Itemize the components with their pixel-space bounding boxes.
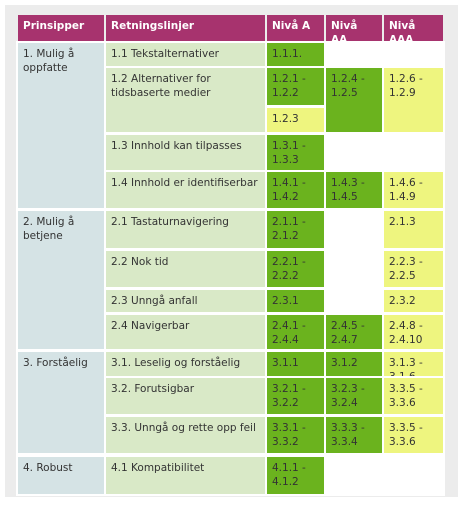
guideline-cell: 2.4 Navigerbar [106, 315, 265, 349]
guideline-cell: 3.1. Leselig og forståelig [106, 352, 265, 376]
principle-cell: 4. Robust [18, 457, 104, 494]
level-cell: 1.4.3 - 1.4.5 [326, 172, 382, 208]
principle-cell: 2. Mulig å betjene [18, 211, 104, 349]
guideline-cell: 2.3 Unngå anfall [106, 290, 265, 312]
level-cell: 2.1.1 - 2.1.2 [267, 211, 324, 248]
guideline-cell: 1.3 Innhold kan tilpasses [106, 135, 265, 170]
header-cell: Nivå A [267, 15, 324, 41]
level-cell: 2.1.3 [384, 211, 443, 248]
level-cell: 2.3.2 [384, 290, 443, 312]
level-cell: 4.1.1 - 4.1.2 [267, 457, 324, 494]
guideline-cell: 2.1 Tastaturnavigering [106, 211, 265, 248]
guideline-cell: 4.1 Kompatibilitet [106, 457, 265, 494]
level-cell: 2.4.8 - 2.4.10 [384, 315, 443, 349]
level-cell: 1.1.1. [267, 43, 324, 66]
level-cell: 2.4.5 - 2.4.7 [326, 315, 382, 349]
header-cell: Retningslinjer [106, 15, 265, 41]
level-cell: 2.2.3 - 2.2.5 [384, 251, 443, 287]
level-cell: 2.4.1 - 2.4.4 [267, 315, 324, 349]
level-cell: 1.2.3 [267, 108, 324, 132]
header-cell: Nivå AAA [384, 15, 443, 41]
guideline-cell: 3.3. Unngå og rette opp feil [106, 417, 265, 453]
guideline-cell: 1.1 Tekstalternativer [106, 43, 265, 66]
level-cell: 1.2.6 - 1.2.9 [384, 68, 443, 132]
level-cell: 2.3.1 [267, 290, 324, 312]
level-cell: 3.3.5 - 3.3.6 [384, 417, 443, 453]
guideline-cell: 2.2 Nok tid [106, 251, 265, 287]
guideline-cell: 3.2. Forutsigbar [106, 378, 265, 414]
level-cell: 1.2.1 - 1.2.2 [267, 68, 324, 105]
level-cell: 3.1.1 [267, 352, 324, 376]
level-cell: 1.2.4 - 1.2.5 [326, 68, 382, 132]
level-cell: 3.2.3 - 3.2.4 [326, 378, 382, 414]
guideline-cell: 1.4 Innhold er identifiserbar [106, 172, 265, 208]
principle-cell: 1. Mulig å oppfatte [18, 43, 104, 208]
level-cell: 3.3.1 - 3.3.2 [267, 417, 324, 453]
level-cell: 3.3.5 - 3.3.6 [384, 378, 443, 414]
level-cell: 1.4.6 - 1.4.9 [384, 172, 443, 208]
level-cell: 1.4.1 - 1.4.2 [267, 172, 324, 208]
level-cell: 3.1.3 - 3.1.6 [384, 352, 443, 376]
principle-cell: 3. Forståelig [18, 352, 104, 453]
level-cell: 3.2.1 - 3.2.2 [267, 378, 324, 414]
header-cell: Prinsipper [18, 15, 104, 41]
header-cell: Nivå AA [326, 15, 382, 41]
level-cell: 3.3.3 - 3.3.4 [326, 417, 382, 453]
guideline-cell: 1.2 Alternativer for tidsbaserte medier [106, 68, 265, 132]
level-cell: 2.2.1 - 2.2.2 [267, 251, 324, 287]
level-cell: 1.3.1 - 1.3.3 [267, 135, 324, 170]
level-cell: 3.1.2 [326, 352, 382, 376]
